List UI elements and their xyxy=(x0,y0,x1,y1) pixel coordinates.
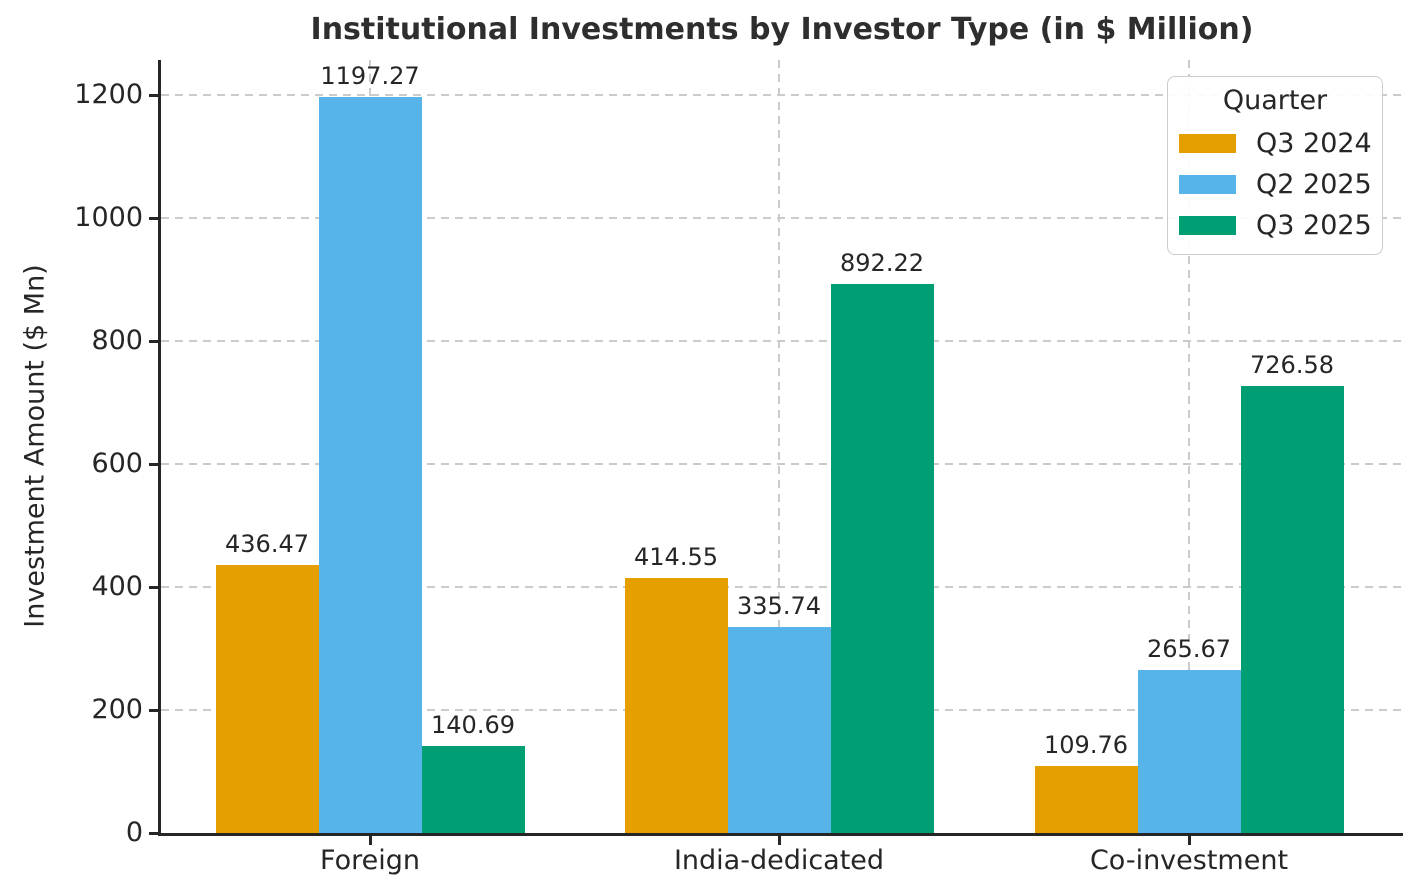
legend-entries: Q3 2024 Q2 2025 Q3 2025 xyxy=(1168,123,1382,246)
bar-value-label-india-dedicated-q3-2024: 414.55 xyxy=(634,543,718,572)
y-tick-label-400: 400 xyxy=(91,571,143,603)
x-tick-foreign xyxy=(368,836,372,845)
gridline-h-600 xyxy=(161,463,1403,466)
gridline-h-1200 xyxy=(161,94,1403,97)
bar-india-dedicated-q3-2024 xyxy=(624,578,728,833)
y-tick-200 xyxy=(149,708,158,712)
y-tick-1000 xyxy=(149,216,158,220)
y-tick-600 xyxy=(149,462,158,466)
chart-title: Institutional Investments by Investor Ty… xyxy=(310,12,1254,47)
bar-co-investment-q3-2025 xyxy=(1240,386,1344,833)
gridline-v-india-dedicated xyxy=(778,60,780,833)
legend-title: Quarter xyxy=(1222,85,1328,116)
y-tick-400 xyxy=(149,585,158,589)
y-tick-label-0: 0 xyxy=(125,817,143,848)
y-tick-800 xyxy=(149,339,158,343)
y-tick-label-800: 800 xyxy=(91,325,143,357)
y-tick-1200 xyxy=(149,93,158,97)
bar-value-label-foreign-q3-2024: 436.47 xyxy=(225,529,309,558)
bar-value-label-india-dedicated-q2-2025: 335.74 xyxy=(737,591,821,620)
y-tick-label-1000: 1000 xyxy=(74,202,143,234)
bar-india-dedicated-q3-2025 xyxy=(830,284,934,833)
bar-co-investment-q2-2025 xyxy=(1137,669,1241,833)
plot-area: 436.47 414.55 109.76 1197.27 335.74 265.67 140… xyxy=(158,60,1403,836)
legend-entry-q3-2025: Q3 2025 xyxy=(1168,205,1382,246)
gridline-h-800 xyxy=(161,340,1403,343)
legend-entry-q2-2025: Q2 2025 xyxy=(1168,164,1382,205)
x-tick-label-foreign: Foreign xyxy=(320,845,420,876)
bar-foreign-q2-2025 xyxy=(318,96,422,833)
bar-value-label-co-investment-q2-2025: 265.67 xyxy=(1147,634,1231,663)
bar-india-dedicated-q2-2025 xyxy=(727,626,831,833)
gridline-h-1000 xyxy=(161,217,1403,220)
bar-value-label-india-dedicated-q3-2025: 892.22 xyxy=(840,249,924,278)
legend-label-q3-2024: Q3 2024 xyxy=(1256,128,1372,159)
legend-swatch-q3-2025 xyxy=(1179,216,1236,235)
y-tick-label-200: 200 xyxy=(91,694,143,725)
gridline-h-400 xyxy=(161,586,1403,589)
legend-entry-q3-2024: Q3 2024 xyxy=(1168,123,1382,164)
bar-foreign-q3-2025 xyxy=(421,746,525,833)
gridline-v-co-investment xyxy=(1188,60,1190,833)
legend: Quarter Q3 2024 Q2 2025 Q3 2025 xyxy=(1167,76,1383,255)
bar-value-label-foreign-q3-2025: 140.69 xyxy=(431,711,515,740)
bar-value-label-foreign-q2-2025: 1197.27 xyxy=(320,61,420,90)
x-tick-co-investment xyxy=(1187,836,1191,845)
x-tick-label-india-dedicated: India-dedicated xyxy=(673,845,885,876)
bar-foreign-q3-2024 xyxy=(215,564,319,833)
bar-value-label-co-investment-q3-2025: 726.58 xyxy=(1250,351,1334,380)
bar-co-investment-q3-2024 xyxy=(1034,765,1138,833)
legend-swatch-q3-2024 xyxy=(1179,134,1236,153)
legend-label-q3-2025: Q3 2025 xyxy=(1256,210,1372,241)
bar-value-label-co-investment-q3-2024: 109.76 xyxy=(1044,730,1128,759)
y-tick-label-1200: 1200 xyxy=(74,79,143,111)
x-tick-label-co-investment: Co-investment xyxy=(1089,845,1289,876)
y-tick-label-600: 600 xyxy=(91,448,143,480)
legend-label-q2-2025: Q2 2025 xyxy=(1256,169,1372,200)
legend-swatch-q2-2025 xyxy=(1179,175,1236,194)
x-tick-india-dedicated xyxy=(777,836,781,845)
y-tick-0 xyxy=(149,831,158,835)
